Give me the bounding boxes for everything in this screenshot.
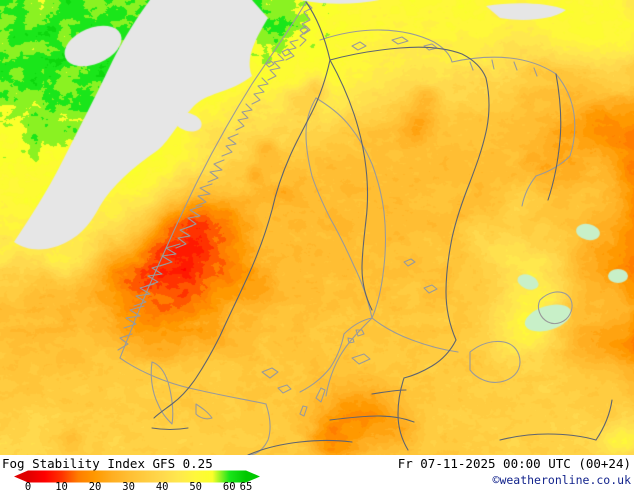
colorbar-tick-40: 40 [155,481,169,490]
colorbar-gradient [14,470,260,483]
map-borders-overlay [117,1,613,455]
valid-datetime-label: Fr 07-11-2025 00:00 UTC (00+24) [397,456,631,471]
colorbar-tick-30: 30 [122,481,135,490]
colorbar-tick-50: 50 [189,481,203,490]
copyright-label: ©weatheronline.co.uk [492,473,631,487]
forecast-map-panel[interactable] [0,0,634,455]
colorbar-bar [28,470,246,483]
country-border-paths [151,1,613,455]
colorbar-arrow-left-icon [14,470,28,483]
colorbar-legend[interactable]: 0 10 20 30 40 50 60 65 [0,470,300,490]
map-footer: Fog Stability Index GFS 0.25 Fr 07-11-20… [0,455,634,490]
colorbar-tick-60: 60 [222,481,236,490]
fog-stability-index-heatmap [0,0,634,455]
colorbar-tick-20: 20 [88,481,102,490]
map-title: Fog Stability Index GFS 0.25 [2,456,213,471]
colorbar-tick-65: 65 [239,481,253,490]
colorbar-tick-10: 10 [55,481,68,490]
coastline-paths [117,1,576,455]
colorbar-tick-0: 0 [24,481,32,490]
colorbar-arrow-right-icon [246,470,260,483]
